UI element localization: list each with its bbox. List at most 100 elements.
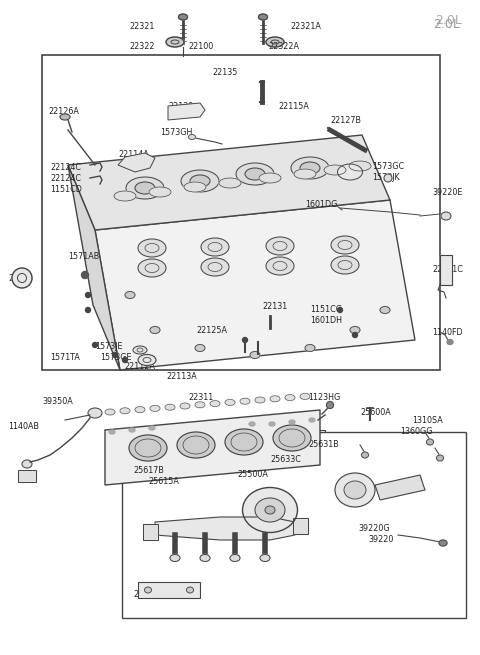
Text: 1573JK: 1573JK [372,173,400,182]
Ellipse shape [236,163,274,185]
Ellipse shape [335,473,375,507]
Ellipse shape [349,161,371,171]
Ellipse shape [114,191,136,201]
Polygon shape [95,200,415,370]
Ellipse shape [112,352,118,358]
Text: 22124C: 22124C [50,163,81,172]
Ellipse shape [126,177,164,199]
Text: 2.0L: 2.0L [433,18,460,31]
Ellipse shape [120,408,130,414]
Ellipse shape [331,236,359,254]
Ellipse shape [305,345,315,352]
Ellipse shape [245,168,265,180]
Polygon shape [155,517,295,540]
Ellipse shape [344,481,366,499]
Ellipse shape [85,293,91,297]
Ellipse shape [242,337,248,343]
Ellipse shape [201,238,229,256]
Ellipse shape [88,408,102,418]
Ellipse shape [184,182,206,192]
Ellipse shape [249,422,255,426]
Bar [143,524,158,540]
Polygon shape [105,410,320,485]
Ellipse shape [331,256,359,274]
Ellipse shape [225,429,263,455]
Text: 22144: 22144 [8,274,33,283]
Ellipse shape [109,430,115,434]
Text: 1140AB: 1140AB [8,422,39,431]
Polygon shape [168,103,205,120]
Text: 25633C: 25633C [270,455,301,464]
Ellipse shape [125,291,135,299]
Text: 1573GC: 1573GC [372,162,404,171]
Ellipse shape [144,587,152,593]
Ellipse shape [255,397,265,403]
Text: 1571TA: 1571TA [50,353,80,362]
Text: 39350A: 39350A [42,397,73,406]
Text: 22322: 22322 [130,42,155,51]
Ellipse shape [105,409,115,415]
Ellipse shape [337,307,343,312]
Ellipse shape [138,354,156,365]
Ellipse shape [133,346,147,354]
Ellipse shape [195,345,205,352]
Ellipse shape [273,425,311,451]
Ellipse shape [436,455,444,461]
Ellipse shape [135,182,155,194]
Ellipse shape [149,426,155,430]
Text: 22100: 22100 [188,42,213,51]
Ellipse shape [129,435,167,461]
Ellipse shape [384,174,392,182]
Text: 1571AB: 1571AB [68,252,99,261]
Ellipse shape [170,555,180,561]
Ellipse shape [300,162,320,174]
Text: 22113A: 22113A [166,372,197,381]
Text: 1310SA: 1310SA [412,416,443,425]
Text: 22112A: 22112A [124,362,155,371]
Ellipse shape [122,358,128,362]
Polygon shape [375,475,425,500]
Ellipse shape [165,404,175,410]
Ellipse shape [138,239,166,257]
Ellipse shape [447,339,453,345]
Polygon shape [138,582,200,598]
Ellipse shape [361,452,369,458]
Ellipse shape [285,394,295,401]
Ellipse shape [250,352,260,358]
Ellipse shape [270,396,280,402]
Ellipse shape [179,14,188,20]
Text: 25500A: 25500A [237,470,268,479]
Ellipse shape [12,268,32,288]
Ellipse shape [230,555,240,561]
Ellipse shape [93,343,97,348]
Bar [18,470,36,482]
Ellipse shape [294,169,316,179]
Ellipse shape [337,164,362,180]
Ellipse shape [150,326,160,333]
Ellipse shape [242,487,298,533]
Ellipse shape [210,401,220,407]
Text: 1601DG: 1601DG [305,200,337,209]
Ellipse shape [180,403,190,409]
Text: 1573JE: 1573JE [95,342,122,351]
Text: 22124C: 22124C [50,174,81,183]
Ellipse shape [441,212,451,220]
Ellipse shape [350,326,360,333]
Text: 1123HG: 1123HG [308,393,340,402]
Ellipse shape [265,506,275,514]
Text: 22126A: 22126A [48,107,79,116]
Ellipse shape [352,333,358,337]
Polygon shape [68,165,120,370]
Ellipse shape [266,37,284,47]
Ellipse shape [138,259,166,277]
Text: 22131: 22131 [262,302,287,311]
Ellipse shape [259,14,267,20]
Ellipse shape [259,173,281,183]
Text: 1573GH: 1573GH [160,128,192,137]
Text: 22321A: 22321A [290,22,321,31]
Ellipse shape [266,237,294,255]
Text: 22322A: 22322A [268,42,299,51]
Ellipse shape [309,418,315,422]
Bar [293,518,308,534]
Text: 22114A: 22114A [118,150,149,159]
